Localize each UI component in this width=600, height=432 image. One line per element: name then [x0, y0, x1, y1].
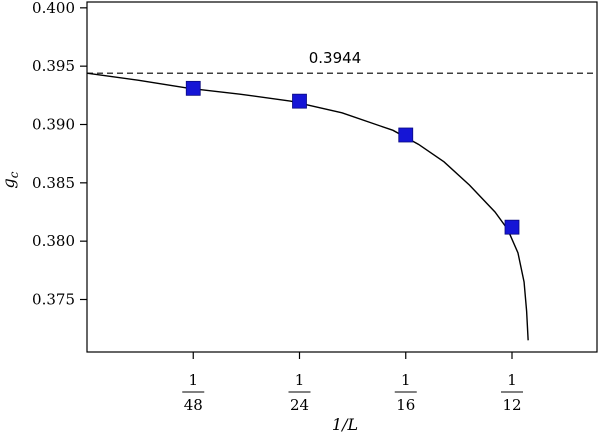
y-tick-label: 0.400: [32, 0, 75, 17]
y-axis-ticks: 0.400 0.395 0.390 0.385 0.380 0.375: [32, 0, 87, 309]
x-tick-denominator: 16: [396, 396, 415, 414]
x-axis-label: 1/L: [332, 415, 358, 432]
y-tick-label: 0.390: [32, 116, 75, 134]
data-points: [185, 80, 520, 235]
x-tick-numerator: 1: [188, 371, 198, 389]
plot-frame: [86, 1, 598, 353]
x-axis-ticks: 1 48 1 24 1 16 1 12: [182, 352, 523, 414]
x-tick-numerator: 1: [295, 371, 305, 389]
y-tick-label: 0.395: [32, 57, 75, 75]
x-tick-numerator: 1: [507, 371, 517, 389]
y-tick-label: 0.380: [32, 232, 75, 250]
y-axis-label: gc: [0, 171, 21, 188]
data-point-marker: [398, 127, 414, 143]
data-point-marker: [292, 93, 307, 109]
x-tick-numerator: 1: [401, 371, 411, 389]
data-point-marker: [185, 80, 201, 96]
y-tick-label: 0.375: [32, 291, 75, 309]
y-tick-label: 0.385: [32, 174, 75, 192]
x-tick-denominator: 48: [184, 396, 203, 414]
reference-line-label: 0.3944: [309, 49, 362, 67]
fit-curve: [86, 72, 529, 341]
data-point-marker: [504, 219, 520, 235]
x-tick-denominator: 12: [502, 396, 521, 414]
x-tick-denominator: 24: [290, 396, 309, 414]
